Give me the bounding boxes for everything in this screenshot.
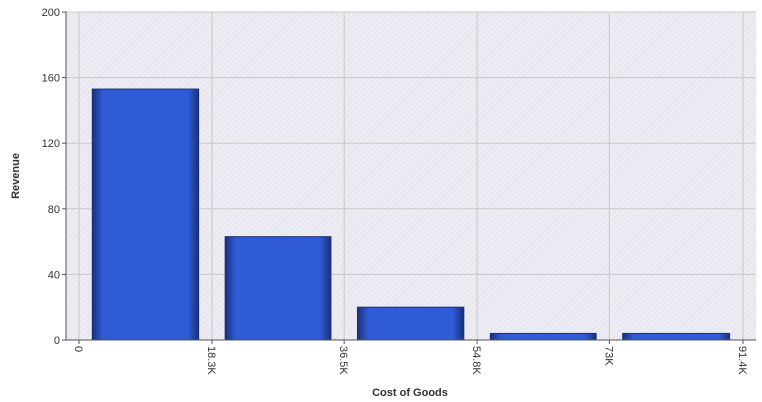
y-tick-label: 120 xyxy=(42,138,60,150)
y-tick-label: 40 xyxy=(48,269,60,281)
bar xyxy=(356,306,465,341)
y-tick-label: 80 xyxy=(48,204,60,216)
bar xyxy=(489,332,597,341)
bar xyxy=(91,88,200,341)
y-tick-label: 0 xyxy=(54,335,60,347)
y-tick-label: 200 xyxy=(42,7,60,19)
bar xyxy=(622,332,731,341)
y-tick-labels: 0 40 80 120 160 200 xyxy=(42,7,60,347)
x-tick-label: 36.5K xyxy=(337,346,349,375)
x-tick-label: 18.3K xyxy=(205,346,217,375)
x-axis-title: Cost of Goods xyxy=(372,387,448,399)
axes xyxy=(62,11,756,344)
bars xyxy=(91,88,731,341)
bar xyxy=(224,236,332,341)
x-tick-label: 0 xyxy=(72,346,84,352)
x-tick-label: 54.8K xyxy=(470,346,482,375)
x-tick-label: 73K xyxy=(602,346,614,366)
x-tick-labels: 0 18.3K 36.5K 54.8K 73K 91.4K xyxy=(72,346,748,375)
y-axis-title: Revenue xyxy=(10,153,22,199)
x-tick-label: 91.4K xyxy=(736,346,748,375)
y-tick-label: 160 xyxy=(42,73,60,85)
